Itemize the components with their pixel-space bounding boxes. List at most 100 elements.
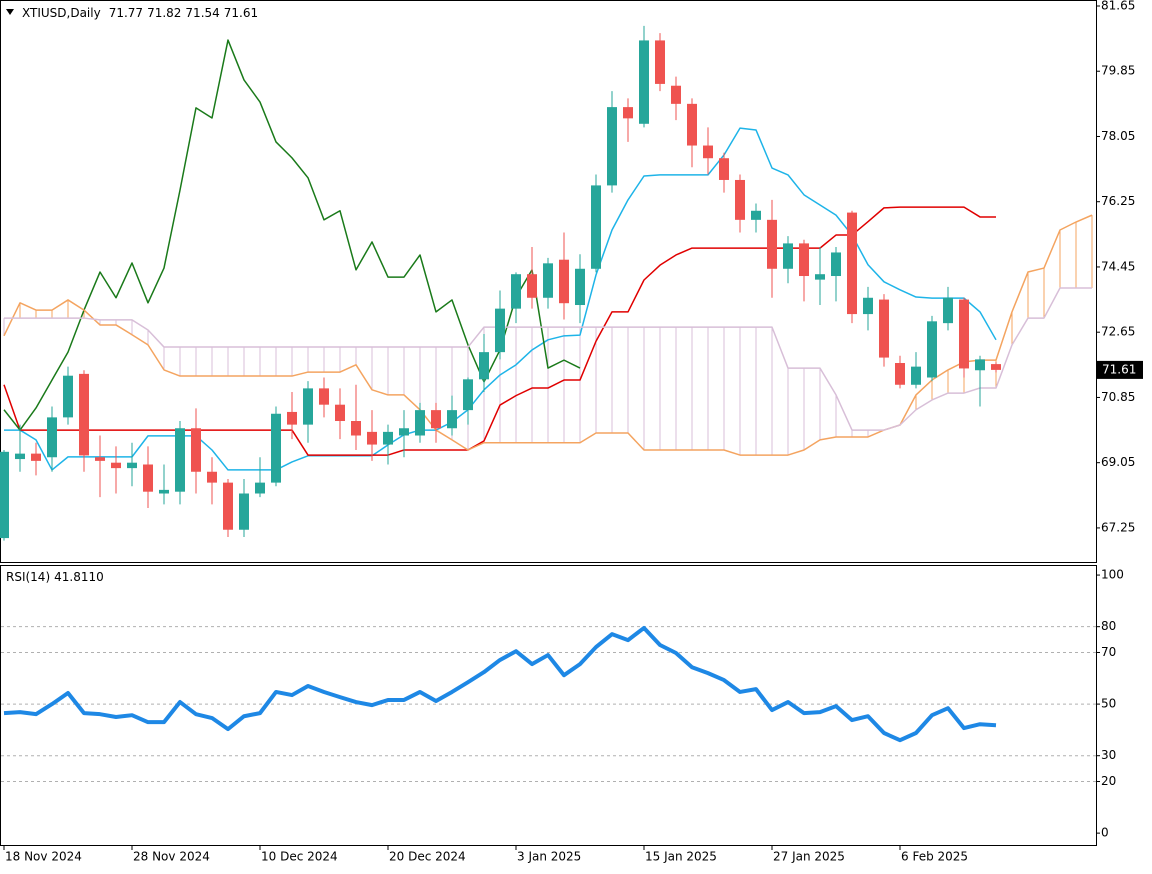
candle-body — [543, 263, 553, 298]
candle-body — [175, 428, 185, 492]
x-tick-label: 3 Jan 2025 — [517, 850, 581, 864]
indicator-line — [3, 206, 996, 456]
price-marker — [1097, 360, 1143, 379]
candle-body — [655, 40, 665, 84]
candle-body — [671, 85, 681, 104]
candle-body — [127, 462, 137, 469]
candle-body — [559, 259, 569, 304]
candle-body — [335, 404, 345, 422]
candle-body — [463, 379, 473, 411]
candle-body — [223, 482, 233, 530]
candle-body — [815, 274, 825, 280]
candle-body — [591, 185, 601, 269]
y-tick-label: 79.85 — [1101, 64, 1135, 78]
x-tick-label: 15 Jan 2025 — [645, 850, 717, 864]
candle-body — [271, 413, 281, 483]
rsi-line — [3, 625, 997, 743]
chart-header: XTIUSD,Daily 71.77 71.82 71.54 71.61 — [22, 6, 258, 20]
candle-body — [943, 297, 953, 324]
candle-body — [479, 352, 489, 380]
candle-body — [719, 158, 729, 180]
candle-body — [319, 388, 329, 405]
candle-body — [623, 107, 633, 119]
rsi-current: 41.8110 — [54, 570, 104, 584]
x-tick-label: 28 Nov 2024 — [133, 850, 210, 864]
candle-body — [159, 489, 169, 494]
y-tick-label: 81.65 — [1101, 0, 1135, 12]
y-tick-label: 0 — [1101, 826, 1109, 840]
candle-body — [303, 388, 313, 425]
candle-body — [495, 308, 505, 353]
candle-body — [751, 210, 761, 220]
candle-body — [47, 417, 57, 458]
candle-body — [703, 145, 713, 159]
candle-body — [879, 299, 889, 358]
candle-body — [783, 243, 793, 269]
candle-body — [799, 243, 809, 277]
y-tick-label: 72.65 — [1101, 325, 1135, 339]
y-tick-label: 30 — [1101, 748, 1116, 762]
candle-body — [31, 453, 41, 461]
candle-body — [207, 471, 217, 483]
rsi-header: RSI(14) 41.8110 — [6, 570, 104, 584]
rsi-pane — [0, 565, 1097, 846]
candle-body — [255, 482, 265, 494]
candle-body — [911, 366, 921, 385]
candle-body — [847, 212, 857, 315]
candle-body — [863, 297, 873, 315]
x-tick-label: 6 Feb 2025 — [901, 850, 968, 864]
y-tick-label: 76.25 — [1101, 194, 1135, 208]
y-tick-label: 74.45 — [1101, 259, 1135, 273]
rsi-title: RSI(14) — [6, 570, 50, 584]
candle-body — [239, 493, 249, 530]
candle-body — [351, 421, 361, 436]
x-tick-label: 18 Nov 2024 — [5, 850, 82, 864]
y-tick-label: 20 — [1101, 774, 1116, 788]
candle-body — [63, 375, 73, 418]
candle-body — [959, 299, 969, 369]
candle-body — [895, 363, 905, 385]
x-tick-label: 10 Dec 2024 — [261, 850, 338, 864]
candle-body — [383, 431, 393, 445]
candle-body — [991, 364, 1001, 370]
candle-body — [511, 274, 521, 309]
candle-body — [975, 359, 985, 371]
y-tick-label: 50 — [1101, 697, 1116, 711]
y-tick-label: 100 — [1101, 568, 1124, 582]
y-tick-label: 80 — [1101, 619, 1116, 633]
candle-body — [143, 464, 153, 492]
candle-body — [575, 268, 585, 306]
candle-body — [447, 410, 457, 429]
candle-body — [607, 107, 617, 186]
candle-body — [191, 428, 201, 472]
candle-body — [735, 179, 745, 220]
candle-body — [527, 274, 537, 298]
candle-body — [399, 428, 409, 436]
y-tick-label: 70 — [1101, 645, 1116, 659]
x-tick-label: 20 Dec 2024 — [389, 850, 466, 864]
indicator-line — [3, 214, 1093, 456]
candle-body — [431, 410, 441, 429]
ohlc-low: 71.54 — [185, 6, 219, 20]
candle-body — [95, 457, 105, 461]
indicator-line — [4, 127, 997, 471]
indicator-line — [4, 287, 1092, 431]
candle-body — [767, 219, 777, 269]
candle-body — [367, 431, 377, 445]
chart-title: XTIUSD,Daily — [22, 6, 101, 20]
y-tick-label: 67.25 — [1101, 520, 1135, 534]
candle-body — [927, 321, 937, 378]
y-tick-label: 70.85 — [1101, 390, 1135, 404]
ohlc-close: 71.61 — [224, 6, 258, 20]
candle-body — [831, 252, 841, 277]
ohlc-open: 71.77 — [109, 6, 143, 20]
candle-body — [639, 40, 649, 124]
candle-body — [287, 411, 297, 425]
ohlc-high: 71.82 — [147, 6, 181, 20]
candle-body — [687, 103, 697, 146]
candle-body — [415, 410, 425, 436]
candle-body — [0, 451, 9, 539]
y-tick-label: 69.05 — [1101, 455, 1135, 469]
x-tick-label: 27 Jan 2025 — [773, 850, 845, 864]
